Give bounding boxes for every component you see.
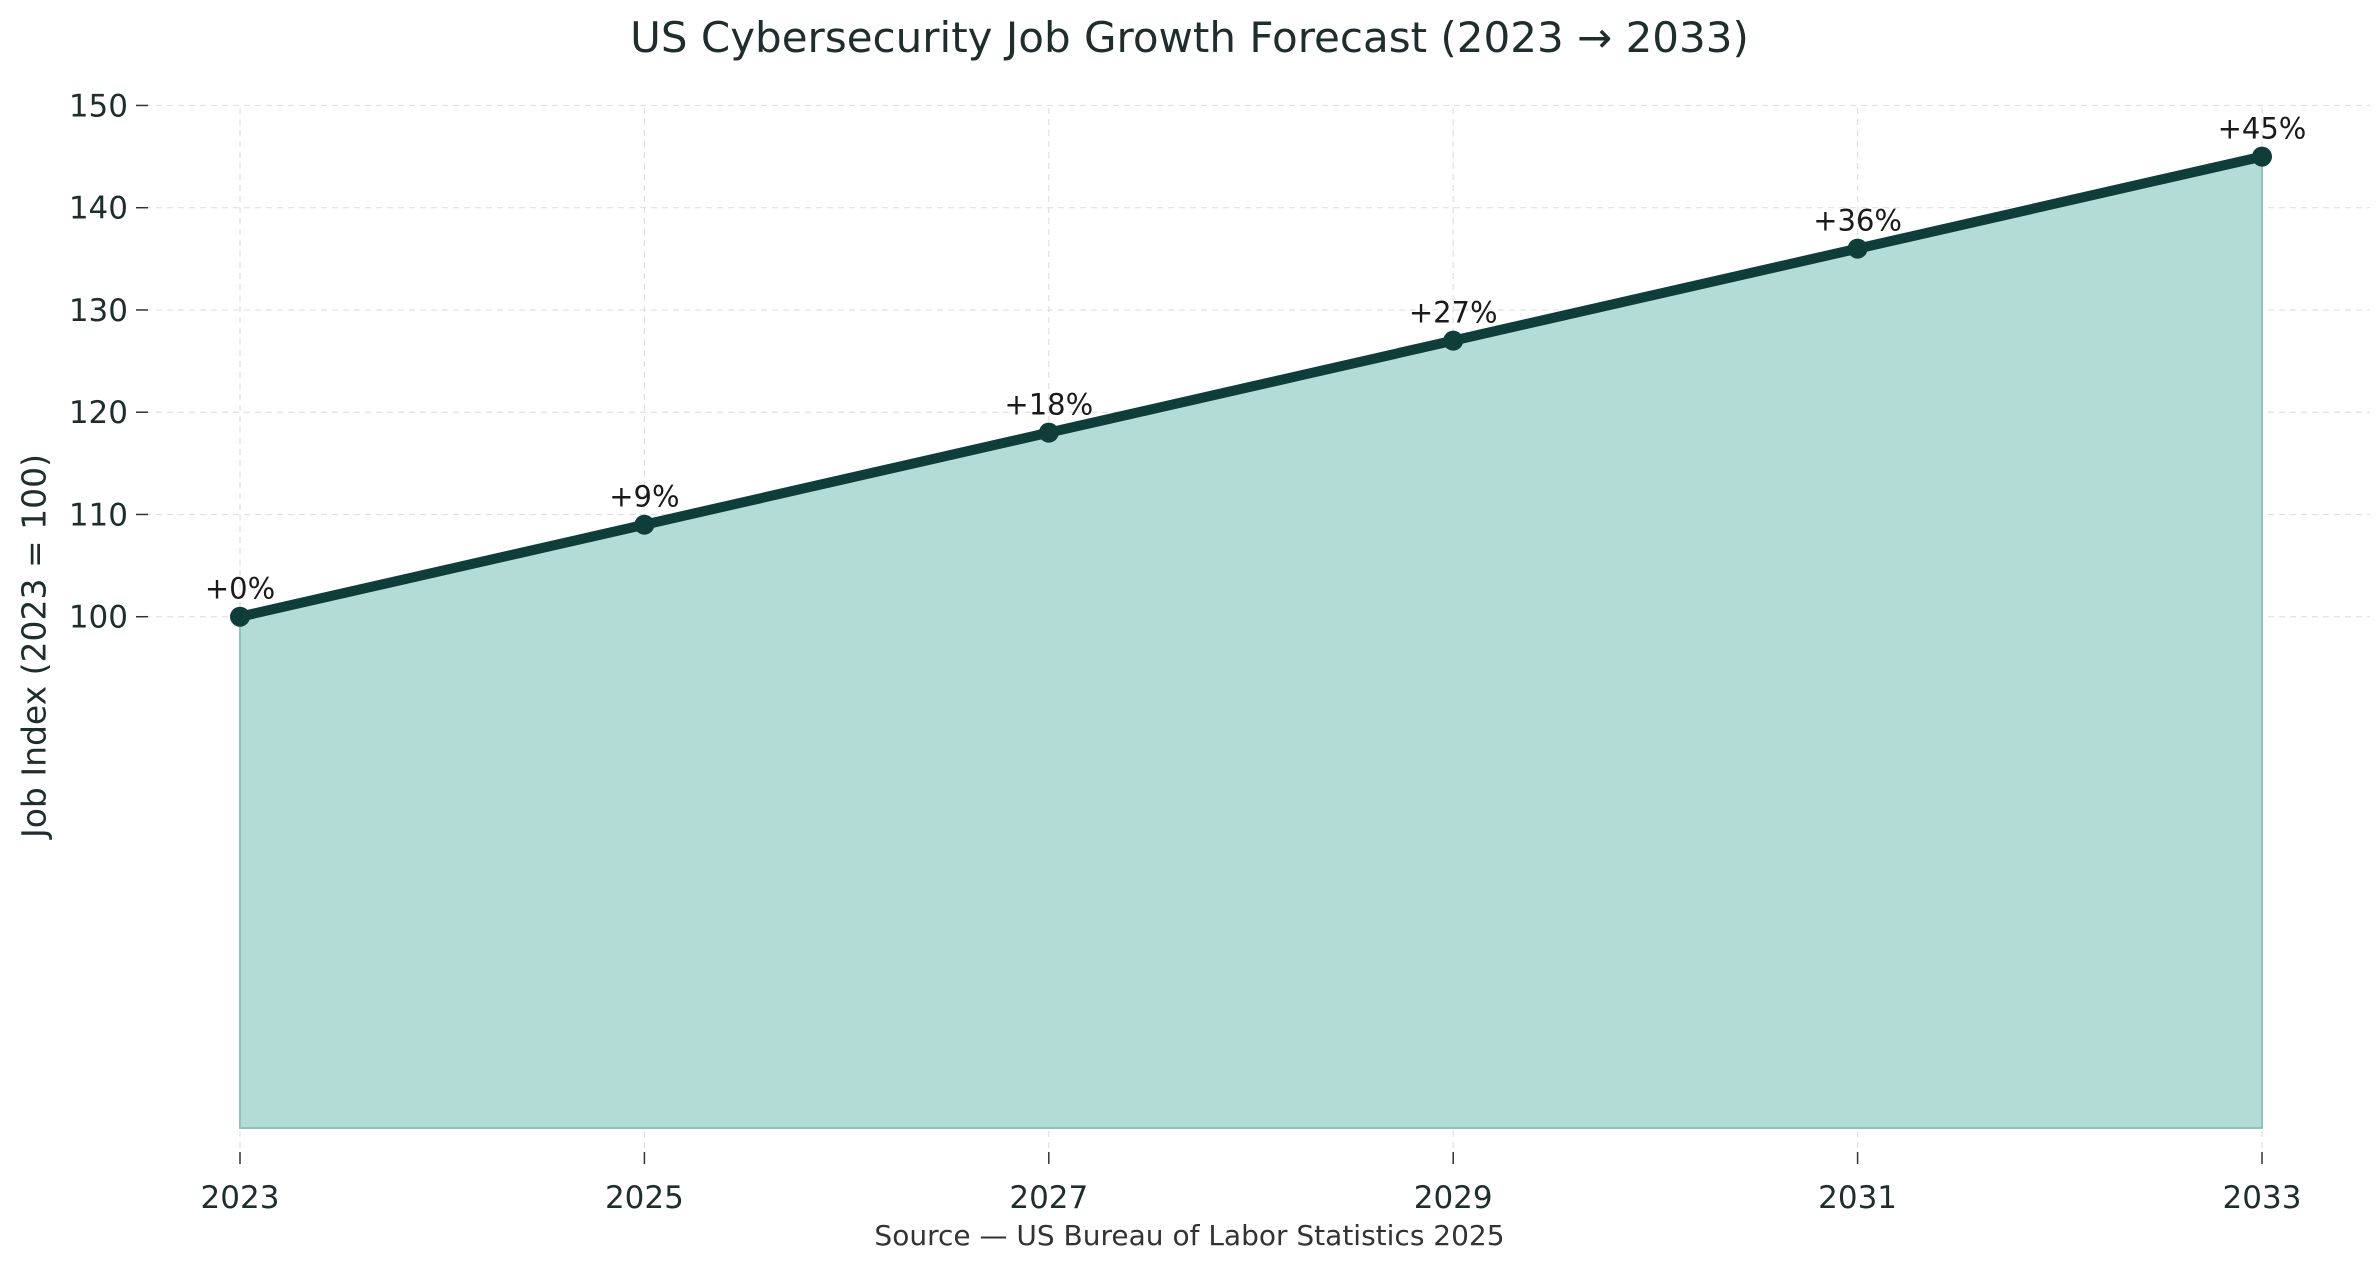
y-tick-label: 120 [69, 395, 128, 431]
points-layer [230, 146, 2272, 627]
x-tick-label: 2023 [201, 1180, 280, 1216]
x-tick-label: 2025 [605, 1180, 684, 1216]
data-label: +45% [2218, 112, 2307, 146]
chart-title: US Cybersecurity Job Growth Forecast (20… [630, 13, 1749, 62]
data-point [1038, 422, 1059, 443]
source-note: Source — US Bureau of Labor Statistics 2… [874, 1219, 1505, 1252]
data-label: +9% [609, 480, 679, 514]
data-point [634, 514, 655, 535]
x-tick-label: 2027 [1009, 1180, 1088, 1216]
y-tick-label: 150 [69, 88, 128, 124]
x-axis-ticks: 2023 2025 2027 2029 2031 2033 [201, 1152, 2302, 1216]
line-layer [235, 151, 2267, 622]
area-fill [239, 155, 2263, 1129]
data-label: +18% [1004, 388, 1093, 422]
series-line-segment [1043, 335, 1459, 438]
series-line-segment [235, 519, 650, 622]
series-line-segment [1448, 243, 1863, 346]
y-axis-ticks: 100 110 120 130 140 150 [69, 88, 148, 636]
y-tick-label: 140 [69, 191, 128, 227]
x-tick-label: 2033 [2223, 1180, 2302, 1216]
data-point [230, 606, 250, 627]
data-label: +27% [1409, 296, 1498, 330]
x-tick-label: 2029 [1414, 1180, 1493, 1216]
series-line-segment [1852, 151, 2267, 254]
x-tick-label: 2031 [1818, 1180, 1897, 1216]
data-label: +36% [1813, 204, 1902, 238]
data-labels-layer: +0% +9% +18% +27% +36% +45% [205, 112, 2307, 606]
y-tick-label: 100 [69, 600, 128, 636]
y-tick-label: 110 [69, 497, 128, 533]
y-tick-label: 130 [69, 293, 128, 329]
data-label: +0% [205, 572, 275, 606]
data-point [1443, 330, 1464, 351]
area-fill-layer [239, 155, 2263, 1129]
data-point [1847, 238, 1868, 259]
data-point [2252, 146, 2272, 167]
series-line-segment [639, 427, 1054, 530]
